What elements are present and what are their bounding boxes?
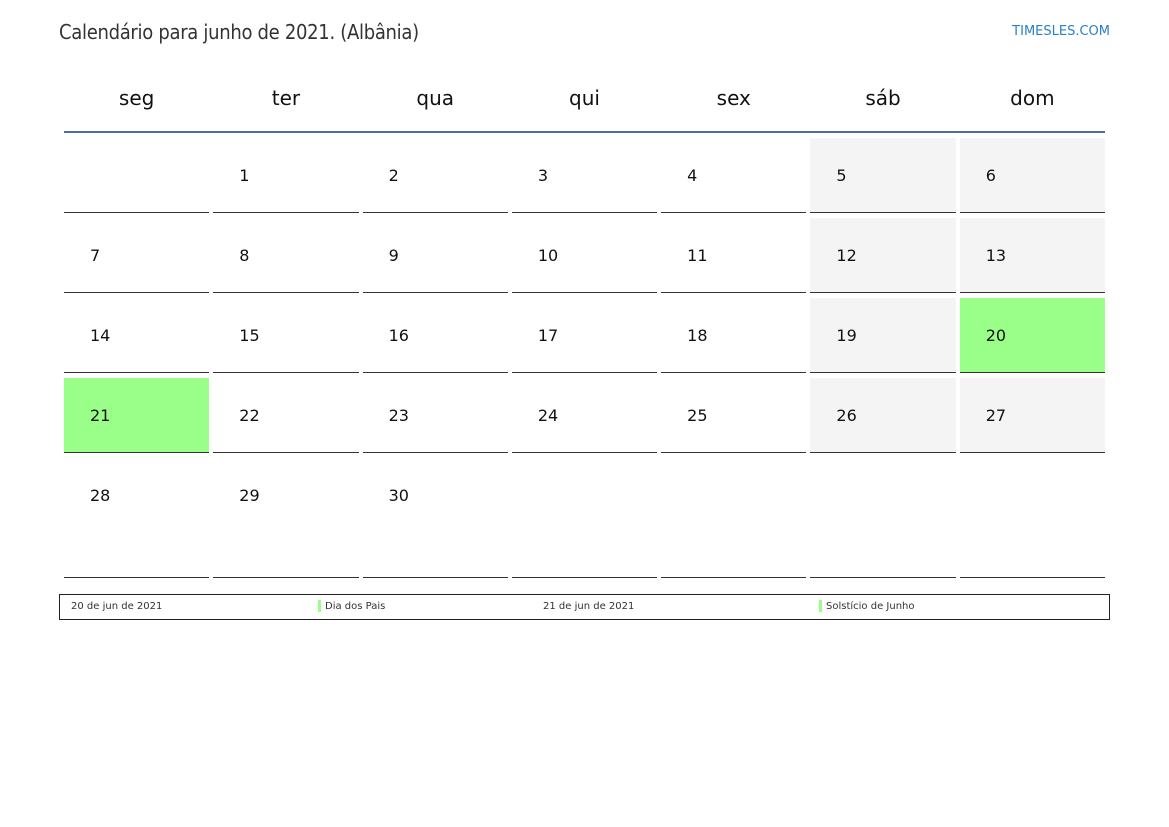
day-cell[interactable]: 7 <box>64 218 210 293</box>
header-divider <box>64 131 1105 133</box>
day-number: 3 <box>537 166 549 185</box>
day-number: 10 <box>537 246 559 265</box>
day-cell[interactable]: 19 <box>810 298 956 373</box>
weekday-sáb: sáb <box>865 86 901 110</box>
legend-holiday-name: Dia dos Pais <box>325 601 386 612</box>
day-cell[interactable]: 27 <box>959 378 1105 453</box>
day-number: 8 <box>239 246 250 265</box>
day-cell[interactable]: 3 <box>511 138 658 213</box>
day-number: 14 <box>90 326 111 345</box>
day-number: 30 <box>388 486 409 505</box>
day-cell[interactable]: 28 <box>64 458 210 578</box>
day-number: 22 <box>239 406 260 425</box>
day-number: 7 <box>90 246 101 265</box>
calendar-grid: 1 2 3 4 5 6 7 8 9 10 11 12 13 14 15 16 17 18 19 20 21 22 23 24 2… <box>64 138 1105 578</box>
day-cell[interactable]: 9 <box>362 218 508 293</box>
day-cell[interactable]: 10 <box>511 218 658 293</box>
day-number: 2 <box>388 166 399 185</box>
legend-date: 20 de jun de 2021 <box>71 601 163 612</box>
day-cell[interactable]: 17 <box>511 298 658 373</box>
day-cell[interactable]: 1 <box>213 138 359 213</box>
day-number: 25 <box>687 406 708 425</box>
day-number: 23 <box>388 406 409 425</box>
day-cell[interactable]: 26 <box>810 378 956 453</box>
brand-link[interactable]: TIMESLES.COM <box>1012 24 1110 39</box>
day-number: 1 <box>239 166 250 185</box>
day-number: 29 <box>239 486 260 505</box>
day-cell[interactable]: 20 <box>959 298 1105 373</box>
day-number: 26 <box>836 406 857 425</box>
day-number: 16 <box>388 326 409 345</box>
day-number: 18 <box>687 326 708 345</box>
legend-date: 21 de jun de 2021 <box>543 601 635 612</box>
day-cell[interactable]: 25 <box>661 378 807 453</box>
day-cell[interactable]: 15 <box>213 298 359 373</box>
day-cell[interactable]: 18 <box>661 298 807 373</box>
day-number: 15 <box>239 326 260 345</box>
legend-color-swatch <box>318 600 321 612</box>
day-cell[interactable]: 14 <box>64 298 210 373</box>
day-cell <box>64 138 210 213</box>
day-cell[interactable]: 13 <box>959 218 1105 293</box>
page-title: Calendário para junho de 2021. (Albânia) <box>59 20 419 44</box>
day-number: 28 <box>90 486 111 505</box>
day-number: 20 <box>985 326 1007 345</box>
day-number: 19 <box>836 326 857 345</box>
day-cell[interactable]: 24 <box>511 378 658 453</box>
day-cell <box>959 458 1105 578</box>
legend-color-swatch <box>819 600 822 612</box>
day-cell[interactable]: 8 <box>213 218 359 293</box>
day-number: 11 <box>687 246 708 265</box>
day-cell[interactable]: 11 <box>661 218 807 293</box>
day-cell[interactable]: 29 <box>213 458 359 578</box>
weekday-ter: ter <box>271 86 301 110</box>
weekday-qui: qui <box>569 86 600 110</box>
weekday-dom: dom <box>1010 86 1055 110</box>
day-cell[interactable]: 6 <box>959 138 1105 213</box>
day-cell[interactable]: 5 <box>810 138 956 213</box>
day-number: 4 <box>687 166 698 185</box>
day-cell[interactable]: 30 <box>362 458 508 578</box>
day-cell[interactable]: 12 <box>810 218 956 293</box>
day-cell[interactable]: 22 <box>213 378 359 453</box>
day-number: 6 <box>985 166 996 185</box>
day-number: 13 <box>985 246 1007 265</box>
holiday-legend: 20 de jun de 2021 Dia dos Pais 21 de jun d… <box>59 594 1110 620</box>
day-number: 21 <box>90 406 111 425</box>
day-cell <box>511 458 658 578</box>
day-cell[interactable]: 2 <box>362 138 508 213</box>
day-number: 17 <box>537 326 559 345</box>
day-cell[interactable]: 4 <box>661 138 807 213</box>
weekday-seg: seg <box>118 86 155 110</box>
day-cell <box>661 458 807 578</box>
day-number: 12 <box>836 246 857 265</box>
day-cell[interactable]: 23 <box>362 378 508 453</box>
weekday-qua: qua <box>416 86 455 110</box>
weekday-header: seg ter qua qui sex sáb dom <box>64 86 1105 110</box>
weekday-sex: sex <box>716 86 751 110</box>
day-number: 5 <box>836 166 847 185</box>
day-number: 24 <box>537 406 559 425</box>
day-cell[interactable]: 16 <box>362 298 508 373</box>
day-cell[interactable]: 21 <box>64 378 210 453</box>
legend-holiday-name: Solstício de Junho <box>826 601 915 612</box>
day-number: 27 <box>985 406 1007 425</box>
day-cell <box>810 458 956 578</box>
day-number: 9 <box>388 246 399 265</box>
